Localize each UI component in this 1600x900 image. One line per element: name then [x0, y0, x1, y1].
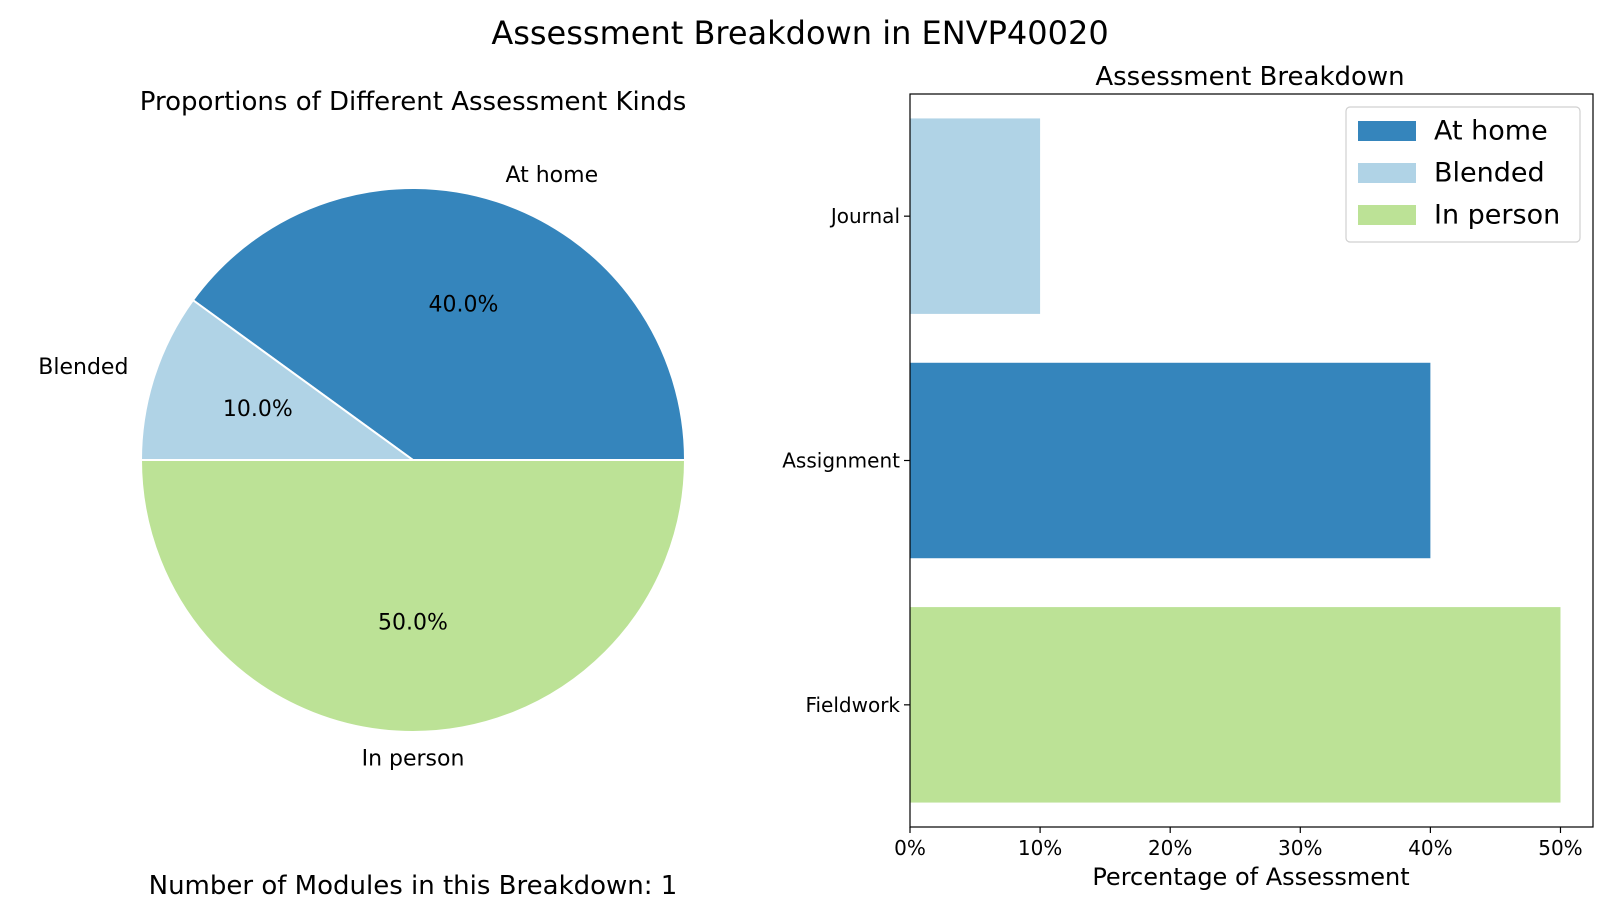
x-tick-label: 0%	[894, 836, 926, 860]
pie-pct-label-in-person: 50.0%	[378, 611, 448, 636]
legend-swatch-at-home	[1358, 121, 1416, 141]
legend-swatch-blended	[1358, 163, 1416, 183]
x-tick-label: 40%	[1408, 836, 1452, 860]
legend-label-blended: Blended	[1434, 158, 1545, 189]
legend-swatch-in-person	[1358, 205, 1416, 225]
x-tick-label: 30%	[1278, 836, 1322, 860]
pie-slice-at-home	[191, 187, 686, 461]
pie-title: Proportions of Different Assessment Kind…	[140, 87, 687, 117]
x-axis-label: Percentage of Assessment	[1092, 863, 1409, 891]
y-tick-label-assignment: Assignment	[782, 449, 900, 473]
bar-assignment	[910, 362, 1431, 559]
legend-label-at-home: At home	[1434, 116, 1548, 147]
legend: At home Blended In person	[1345, 106, 1581, 243]
bar-chart: Assessment Breakdown 0% 10% 20% 30% 40% 50% J…	[782, 62, 1594, 891]
pie-pct-label-at-home: 40.0%	[428, 292, 498, 317]
bar-title: Assessment Breakdown	[1095, 62, 1404, 92]
pie-category-label-blended: Blended	[38, 355, 128, 380]
pie-pct-label-blended: 10.0%	[223, 397, 293, 422]
y-tick-label-fieldwork: Fieldwork	[805, 693, 900, 717]
pie-chart: Proportions of Different Assessment Kind…	[38, 87, 686, 772]
module-count-note: Number of Modules in this Breakdown: 1	[149, 871, 678, 900]
legend-label-in-person: In person	[1434, 200, 1560, 231]
pie-slice-in-person	[140, 459, 686, 733]
x-tick-label: 50%	[1538, 836, 1582, 860]
y-tick-label-journal: Journal	[829, 204, 900, 228]
pie-category-label-at-home: At home	[505, 163, 598, 188]
pie-category-label-in-person: In person	[362, 747, 465, 772]
x-tick-label: 20%	[1148, 836, 1192, 860]
bar-journal	[910, 118, 1041, 314]
figure-title: Assessment Breakdown in ENVP40020	[491, 14, 1108, 52]
x-tick-label: 10%	[1018, 836, 1062, 860]
bar-fieldwork	[910, 607, 1561, 803]
pie-slice-blended	[140, 299, 414, 461]
